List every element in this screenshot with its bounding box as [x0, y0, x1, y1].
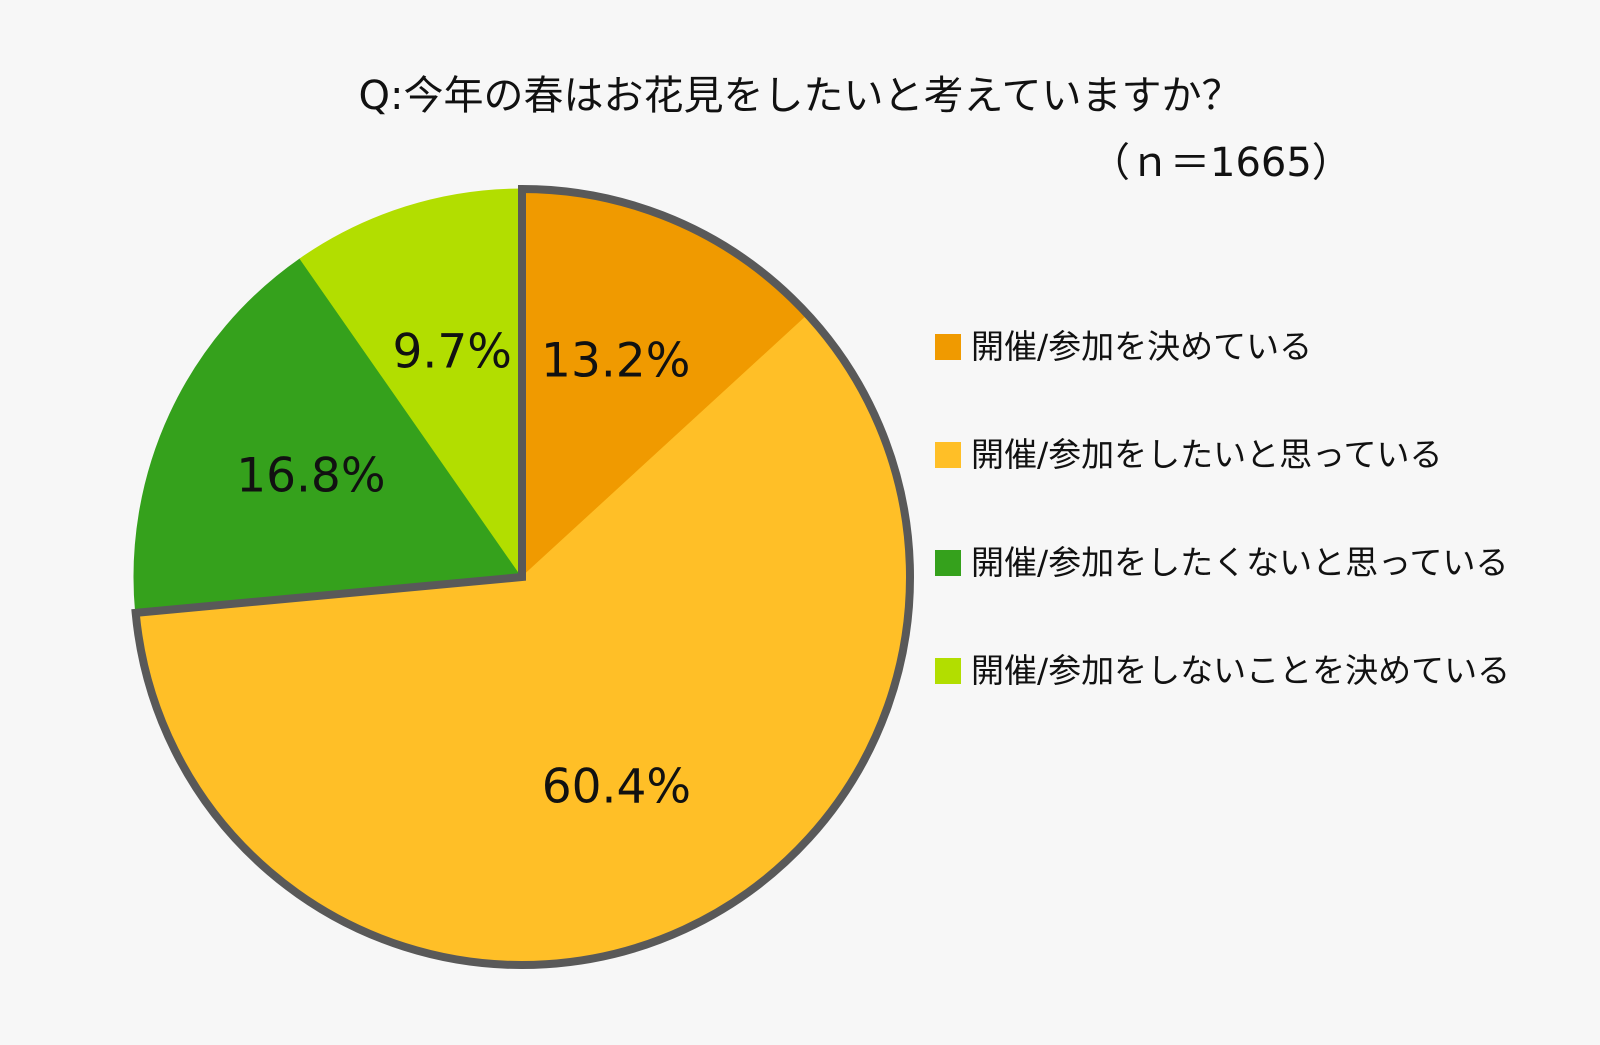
- chart-title: Q:今年の春はお花見をしたいと考えていますか？: [358, 73, 1242, 119]
- legend-label: 開催/参加を決めている: [971, 327, 1313, 366]
- slice-value-label: 13.2%: [541, 333, 690, 388]
- legend-label: 開催/参加をしないことを決めている: [971, 651, 1511, 690]
- label-layer: 13.2% 60.4% 16.8% 9.7%: [236, 324, 691, 814]
- slice-value-label: 16.8%: [236, 448, 385, 503]
- chart-subtitle: （ｎ＝1665）: [1090, 140, 1352, 186]
- legend-label: 開催/参加をしたくないと思っている: [971, 543, 1509, 582]
- pie-slice: [299, 188, 523, 579]
- legend-item-want-to-join: 開催/参加をしたいと思っている: [935, 426, 1510, 484]
- slice-value-label: 60.4%: [542, 759, 691, 814]
- legend-item-decided-not-to-join: 開催/参加をしないことを決めている: [935, 642, 1510, 700]
- chart-legend: 開催/参加を決めている 開催/参加をしたいと思っている 開催/参加をしたくないと…: [935, 318, 1510, 750]
- legend-swatch: [935, 442, 961, 468]
- legend-item-do-not-want-to-join: 開催/参加をしたくないと思っている: [935, 534, 1510, 592]
- slice-layer: [133, 188, 911, 966]
- pie-slice: [133, 258, 523, 614]
- legend-swatch: [935, 334, 961, 360]
- slice-value-label: 9.7%: [393, 324, 512, 379]
- legend-item-decided-to-join: 開催/参加を決めている: [935, 318, 1510, 376]
- legend-label: 開催/参加をしたいと思っている: [971, 435, 1443, 474]
- legend-swatch: [935, 550, 961, 576]
- highlight-outline: [131, 184, 914, 969]
- legend-swatch: [935, 658, 961, 684]
